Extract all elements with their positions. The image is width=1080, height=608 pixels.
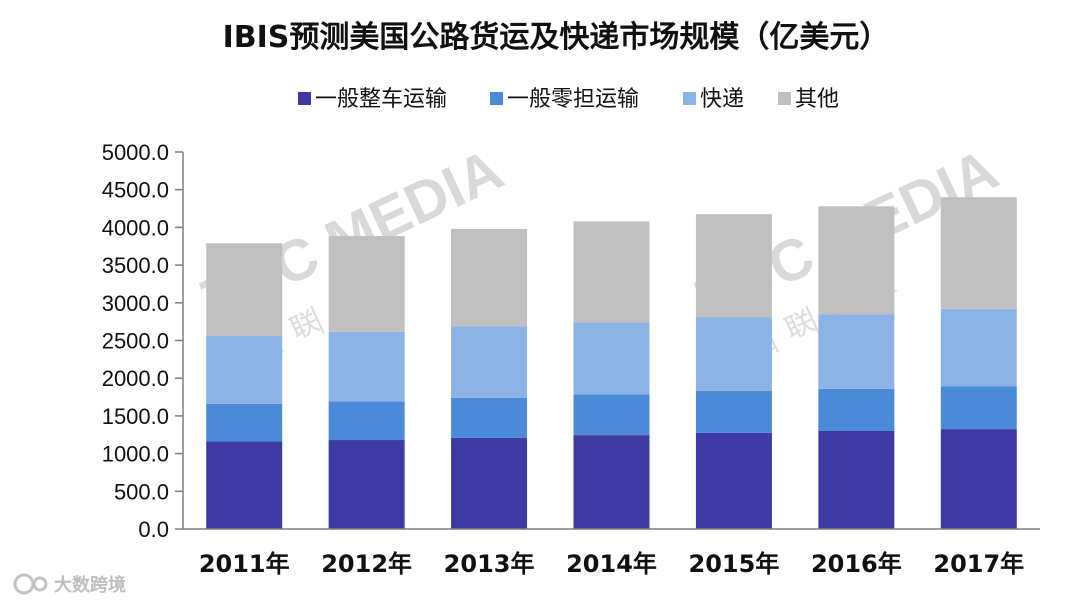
corner-logo-icon <box>13 573 35 595</box>
legend-label: 其他 <box>795 87 839 112</box>
y-tick-label: 0.0 <box>138 517 169 542</box>
legend-label: 快递 <box>700 87 744 112</box>
bar-segment <box>451 437 528 529</box>
legend-label: 一般零担运输 <box>507 87 639 112</box>
y-tick-label: 4500.0 <box>102 178 169 203</box>
y-tick-label: 1000.0 <box>102 442 169 467</box>
legend: 一般整车运输 一般零担运输 快递 其他 <box>298 87 839 112</box>
y-tick-label: 5000.0 <box>102 140 169 165</box>
x-axis: 2011年 2012年 2013年 2014年 2015年 2016年 2017年 <box>183 528 1040 578</box>
y-tick-label: 1500.0 <box>102 404 169 429</box>
x-tick-label: 2012年 <box>321 550 412 578</box>
x-tick-label: 2017年 <box>933 550 1024 578</box>
x-tick-label: 2011年 <box>199 550 290 578</box>
y-axis: 0.0 500.0 1000.0 1500.0 2000.0 2500.0 3000.0 35… <box>102 140 184 542</box>
bar-segment <box>695 317 772 392</box>
legend-swatch <box>490 92 503 105</box>
y-tick-label: 500.0 <box>114 479 169 504</box>
bar-segment <box>818 206 895 315</box>
bar-segment <box>818 388 895 431</box>
bar-segment <box>940 386 1017 430</box>
bar-segment <box>695 391 772 433</box>
bar-segment <box>328 236 405 332</box>
bar-segment <box>206 441 283 529</box>
bar-segment <box>451 228 528 327</box>
watermark-char: 联 <box>285 304 324 346</box>
bar-segment <box>328 331 405 402</box>
bar-segment <box>328 440 405 529</box>
watermark-divider <box>310 305 325 334</box>
y-tick-label: 4000.0 <box>102 215 169 240</box>
y-tick-label: 3500.0 <box>102 253 169 278</box>
legend-swatch <box>683 92 696 105</box>
legend-swatch <box>298 92 311 105</box>
bar-segment <box>573 435 650 529</box>
bar-segment <box>940 308 1017 387</box>
legend-swatch <box>778 92 791 105</box>
y-tick-label: 2000.0 <box>102 366 169 391</box>
bar-segment <box>940 429 1017 529</box>
bars <box>206 197 1017 529</box>
bar-segment <box>328 401 405 441</box>
bar-segment <box>573 322 650 395</box>
bar-segment <box>206 243 283 336</box>
x-tick-label: 2013年 <box>444 550 535 578</box>
watermark-char: 联 <box>780 304 819 346</box>
bar-segment <box>695 214 772 318</box>
corner-watermark-text: 大数跨境 <box>54 574 126 596</box>
x-tick-label: 2016年 <box>811 550 902 578</box>
bar-segment <box>206 335 283 404</box>
bar-segment <box>940 197 1017 309</box>
corner-logo-icon-small <box>32 576 48 592</box>
legend-label: 一般整车运输 <box>315 87 447 112</box>
bar-segment <box>695 432 772 529</box>
x-tick-label: 2015年 <box>689 550 780 578</box>
x-tick-label: 2014年 <box>566 550 657 578</box>
bar-segment <box>818 430 895 529</box>
bar-segment <box>206 403 283 442</box>
watermark-divider <box>805 305 820 334</box>
bar-segment <box>573 394 650 436</box>
bar-segment <box>818 314 895 389</box>
corner-watermark: 大数跨境 <box>13 573 126 596</box>
y-tick-label: 3000.0 <box>102 291 169 316</box>
bar-segment <box>451 397 528 438</box>
chart-title: IBIS预测美国公路货运及快递市场规模（亿美元） <box>223 20 890 55</box>
y-tick-label: 2500.0 <box>102 329 169 354</box>
bar-segment <box>451 326 528 398</box>
bar-segment <box>573 221 650 323</box>
